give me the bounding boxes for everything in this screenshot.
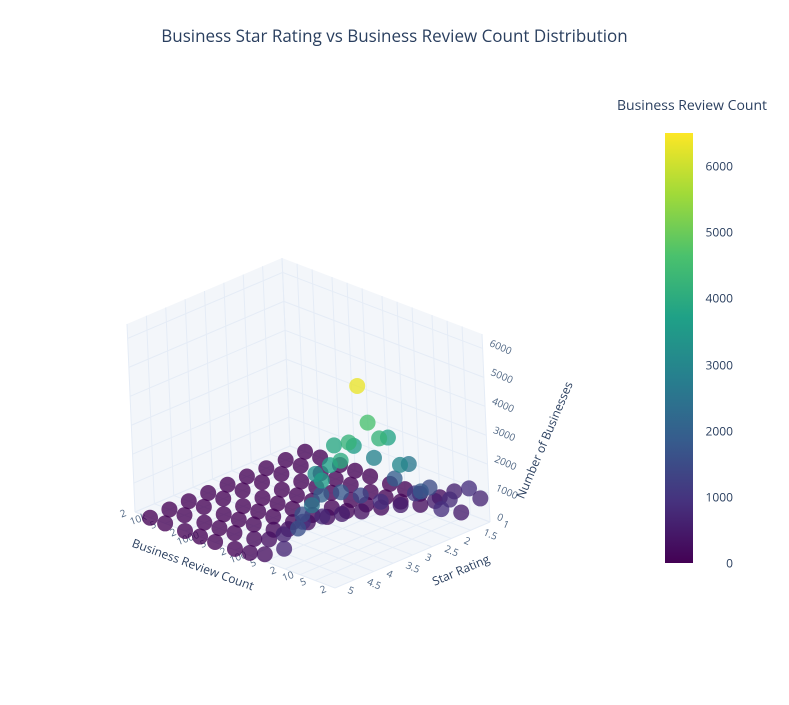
- x-tick-label: 2: [462, 533, 473, 548]
- colorbar-body: 0100020003000400050006000: [617, 133, 747, 563]
- chart-title: Business Star Rating vs Business Review …: [161, 24, 627, 47]
- figure: Business Star Rating vs Business Review …: [0, 0, 789, 705]
- x-tick-label: 2.5: [443, 541, 462, 559]
- scatter-point[interactable]: [453, 504, 469, 520]
- scatter-point[interactable]: [142, 510, 158, 526]
- scatter-point[interactable]: [290, 520, 306, 536]
- colorbar-tick: 0: [726, 555, 733, 572]
- scatter-point[interactable]: [297, 444, 313, 460]
- scatter-point[interactable]: [387, 471, 403, 487]
- scatter-point[interactable]: [347, 463, 363, 479]
- scatter-point[interactable]: [362, 468, 378, 484]
- scatter-point[interactable]: [216, 506, 232, 522]
- scatter-point[interactable]: [196, 499, 212, 515]
- colorbar-tick: 1000: [706, 488, 733, 505]
- scatter-point[interactable]: [242, 545, 258, 561]
- scatter-point[interactable]: [333, 453, 349, 469]
- scatter-point[interactable]: [392, 457, 408, 473]
- x-tick-label: 4.5: [365, 574, 384, 592]
- scatter-point[interactable]: [215, 491, 231, 507]
- colorbar-tick: 6000: [706, 158, 733, 175]
- scatter-point[interactable]: [341, 434, 357, 450]
- scatter-point[interactable]: [254, 490, 270, 506]
- scatter3d-svg: 0100020003000400050006000 25102510025100…: [60, 120, 540, 600]
- scatter-point[interactable]: [360, 415, 376, 431]
- scatter-point[interactable]: [413, 483, 429, 499]
- scatter-point[interactable]: [235, 482, 251, 498]
- scatter-point[interactable]: [273, 466, 289, 482]
- scatter-point[interactable]: [304, 497, 320, 513]
- scatter-point[interactable]: [207, 534, 223, 550]
- z-tick-label: 3000: [491, 422, 518, 444]
- scatter-point[interactable]: [371, 430, 387, 446]
- x-tick-label: 3.5: [404, 558, 423, 576]
- scatter-point[interactable]: [235, 498, 251, 514]
- x-axis-title: Star Rating: [429, 550, 492, 590]
- colorbar-tick: 3000: [706, 356, 733, 373]
- scatter-point[interactable]: [393, 497, 409, 513]
- scatter-point[interactable]: [176, 507, 192, 523]
- scatter-point[interactable]: [334, 506, 350, 522]
- z-tick-label: 6000: [488, 336, 515, 358]
- scatter-point[interactable]: [227, 541, 243, 557]
- colorbar: Business Review Count 0 1000 2000 3000 4000 5…: [617, 96, 747, 596]
- scatter-point[interactable]: [314, 473, 330, 489]
- scatter-point[interactable]: [472, 490, 488, 506]
- z-tick-label: 5000: [489, 365, 516, 387]
- z-axis-title: Number of Businesses: [512, 378, 577, 501]
- scatter-point[interactable]: [276, 541, 292, 557]
- scatter-point[interactable]: [274, 482, 290, 498]
- scatter-point[interactable]: [326, 437, 342, 453]
- colorbar-tick: 2000: [706, 422, 733, 439]
- z-tick-label: 4000: [490, 394, 517, 416]
- scatter-point[interactable]: [246, 531, 262, 547]
- colorbar-ticks: 0100020003000400050006000: [697, 133, 733, 563]
- scatter-point[interactable]: [278, 452, 294, 468]
- scatter-point[interactable]: [433, 501, 449, 517]
- scatter-point[interactable]: [258, 460, 274, 476]
- scatter-point[interactable]: [349, 378, 365, 394]
- scatter-point[interactable]: [373, 494, 389, 510]
- scatter-point[interactable]: [246, 516, 262, 532]
- scatter-point[interactable]: [261, 531, 277, 547]
- scatter-point[interactable]: [181, 493, 197, 509]
- scatter-point[interactable]: [200, 485, 216, 501]
- scatter-point[interactable]: [257, 546, 273, 562]
- scatter-point[interactable]: [366, 450, 382, 466]
- scatter-point[interactable]: [254, 474, 270, 490]
- x-tick-label: 1.5: [481, 525, 500, 543]
- scatter-point[interactable]: [157, 515, 173, 531]
- scatter-point[interactable]: [196, 515, 212, 531]
- scatter-point[interactable]: [177, 523, 193, 539]
- scatter-point[interactable]: [293, 474, 309, 490]
- colorbar-gradient: [665, 133, 693, 563]
- colorbar-tick: 4000: [706, 290, 733, 307]
- scatter-point[interactable]: [192, 529, 208, 545]
- x-tick-label: 5: [346, 582, 357, 597]
- colorbar-title: Business Review Count: [617, 96, 747, 115]
- scatter3d-scene[interactable]: 0100020003000400050006000 25102510025100…: [60, 120, 540, 600]
- scatter-point[interactable]: [161, 501, 177, 517]
- scatter-point[interactable]: [220, 477, 236, 493]
- z-tick-label: 2000: [493, 451, 520, 473]
- scatter-point[interactable]: [226, 525, 242, 541]
- colorbar-tick: 5000: [706, 224, 733, 241]
- scatter-point[interactable]: [239, 468, 255, 484]
- scatter-point[interactable]: [353, 488, 369, 504]
- y-tick-label: 2: [118, 505, 128, 520]
- scatter-point[interactable]: [276, 526, 292, 542]
- scatter-point[interactable]: [354, 504, 370, 520]
- scatter-point[interactable]: [333, 484, 349, 500]
- x-tick-label: 4: [385, 566, 396, 581]
- x-tick-label: 3: [423, 549, 434, 564]
- scatter-point[interactable]: [211, 520, 227, 536]
- scatter-point[interactable]: [293, 458, 309, 474]
